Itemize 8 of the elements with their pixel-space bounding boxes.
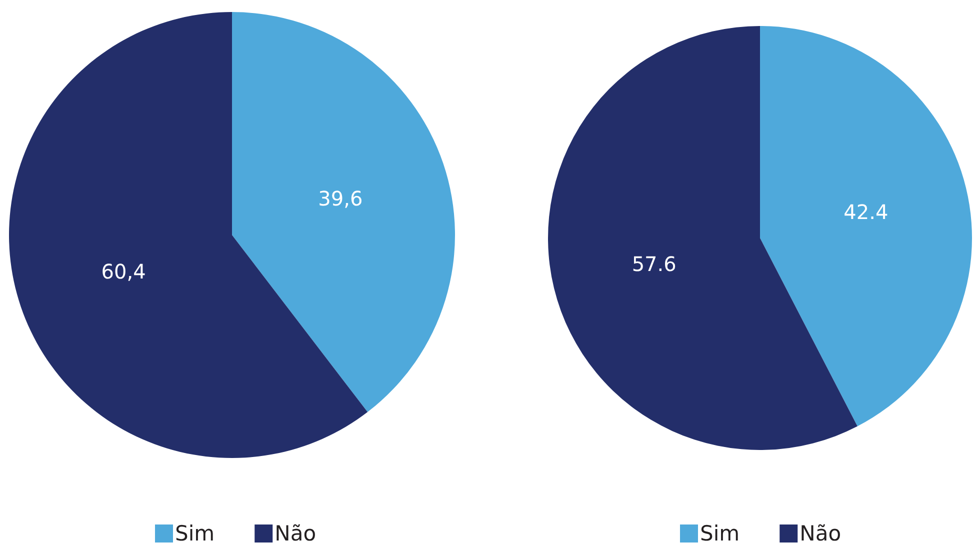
data-label: 42.4 <box>844 200 888 224</box>
data-label: 57.6 <box>632 252 676 276</box>
data-label: 60,4 <box>101 260 146 284</box>
legend-label: Não <box>800 522 842 546</box>
legend-label: Sim <box>700 522 740 546</box>
data-label: 39,6 <box>318 186 363 210</box>
legend-label: Sim <box>175 522 215 546</box>
legend-label: Não <box>274 522 316 546</box>
